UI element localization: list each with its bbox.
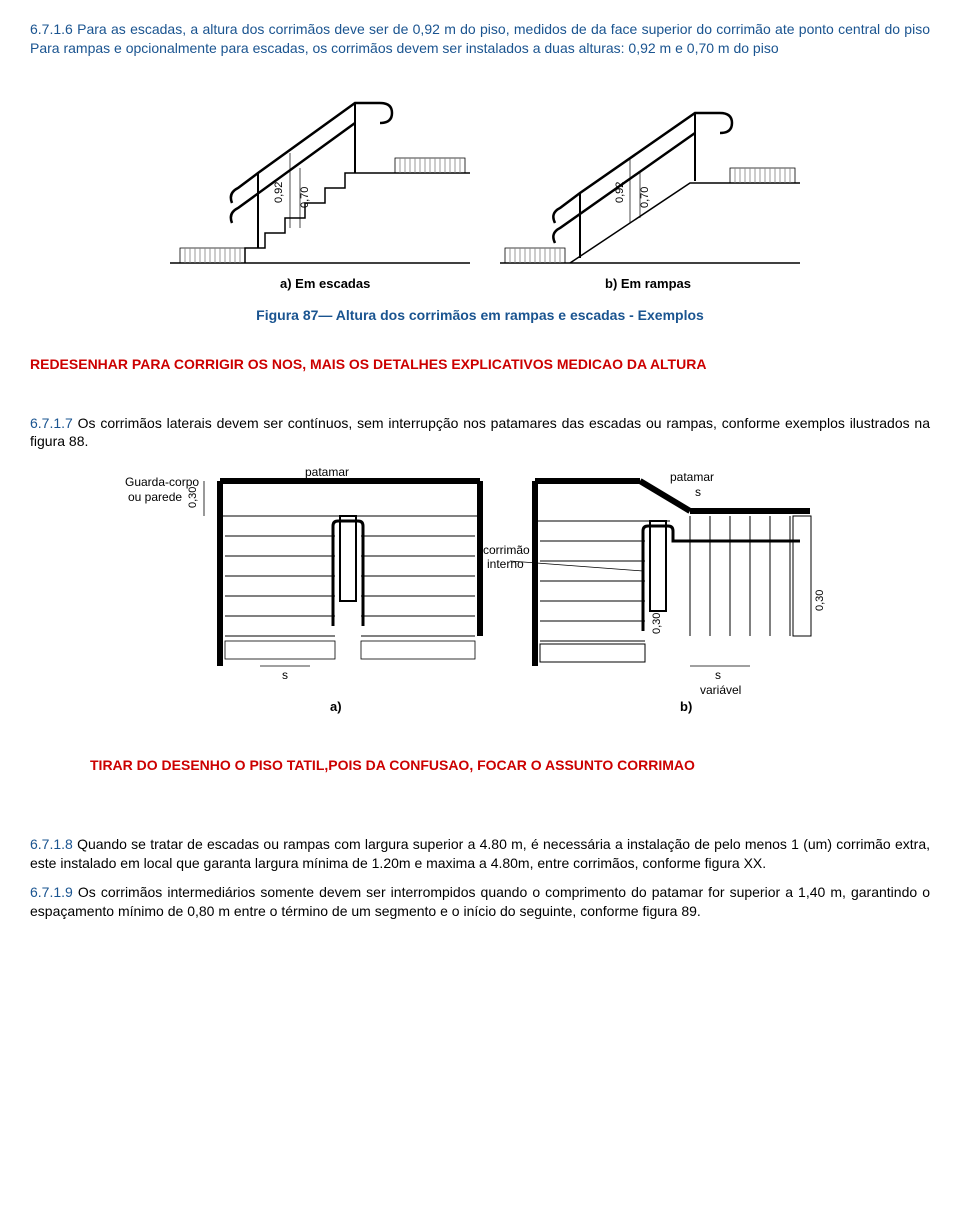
label-corrimao: corrimão — [483, 543, 530, 557]
label-variavel: variável — [700, 683, 741, 697]
label-ouparede: ou parede — [128, 490, 182, 504]
dim-092: 0,92 — [273, 181, 285, 202]
dim-030-a: 0,30 — [187, 487, 199, 508]
figure-88: 0,30 s Guarda-corpo ou parede patamar a) — [30, 466, 930, 726]
paragraph-text: Quando se tratar de escadas ou rampas co… — [30, 836, 930, 871]
label-patamar-a: patamar — [305, 466, 349, 479]
label-guarda: Guarda-corpo — [125, 475, 199, 489]
label-interno: interno — [487, 557, 524, 571]
section-number: 6.7.1.8 — [30, 836, 73, 852]
label-s-b2: s — [715, 668, 721, 682]
dim-030-b2: 0,30 — [814, 590, 826, 611]
figure-88-label-a: a) — [330, 699, 342, 714]
red-note-2: TIRAR DO DESENHO O PISO TATIL,POIS DA CO… — [90, 756, 930, 775]
dim-092-b: 0,92 — [614, 181, 626, 202]
figure-87-svg: 0,92 0,70 a) Em escadas — [150, 73, 810, 298]
dim-070-b: 0,70 — [639, 186, 651, 207]
paragraph-6716: 6.7.1.6 Para as escadas, a altura dos co… — [30, 20, 930, 58]
paragraph-6718: 6.7.1.8 Quando se tratar de escadas ou r… — [30, 835, 930, 873]
paragraph-text: Os corrimãos laterais devem ser contínuo… — [30, 415, 930, 450]
label-s-b1: s — [695, 485, 701, 499]
section-number: 6.7.1.7 — [30, 415, 73, 431]
label-patamar-b: patamar — [670, 470, 714, 484]
figure-87-label-b: b) Em rampas — [605, 276, 691, 291]
figure-87-label-a: a) Em escadas — [280, 276, 370, 291]
paragraph-6719: 6.7.1.9 Os corrimãos intermediários some… — [30, 883, 930, 921]
label-s-a: s — [282, 668, 288, 682]
figure-87-caption: Figura 87— Altura dos corrimãos em rampa… — [30, 306, 930, 325]
dim-070: 0,70 — [299, 186, 311, 207]
paragraph-text: Para as escadas, a altura dos corrimãos … — [30, 21, 930, 56]
paragraph-6717: 6.7.1.7 Os corrimãos laterais devem ser … — [30, 414, 930, 452]
dim-030-b1: 0,30 — [651, 613, 663, 634]
paragraph-text: Os corrimãos intermediários somente deve… — [30, 884, 930, 919]
red-note-1: REDESENHAR PARA CORRIGIR OS NOS, MAIS OS… — [30, 355, 930, 374]
section-number: 6.7.1.6 — [30, 21, 73, 37]
figure-88-label-b: b) — [680, 699, 692, 714]
section-number: 6.7.1.9 — [30, 884, 73, 900]
figure-87: 0,92 0,70 a) Em escadas — [30, 73, 930, 325]
figure-88-svg: 0,30 s Guarda-corpo ou parede patamar a) — [120, 466, 840, 726]
